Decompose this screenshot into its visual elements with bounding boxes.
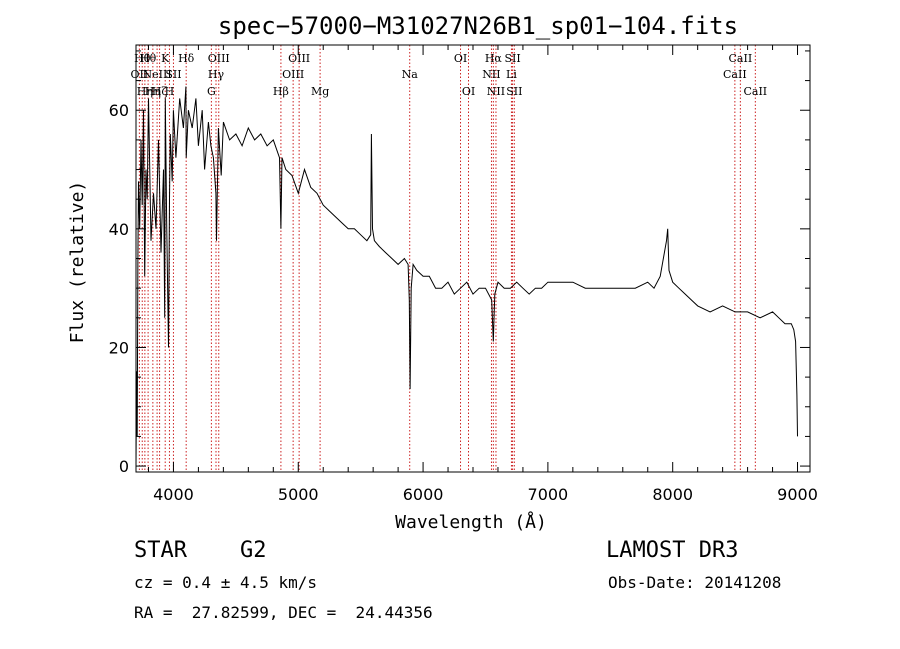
x-axis-label: Wavelength (Å) <box>395 511 547 533</box>
line-label-10: Hδ <box>178 52 195 65</box>
object-subclass: G2 <box>240 538 267 563</box>
line-label-13: OIII <box>208 52 230 65</box>
line-label-18: Na <box>402 68 419 81</box>
line-label-28: CaII <box>729 52 753 65</box>
x-axis: 4000 5000 6000 7000 8000 9000 <box>147 45 818 504</box>
plot-frame <box>135 44 811 473</box>
line-label-19: OI <box>454 52 467 65</box>
x-tick-label-8000: 8000 <box>652 485 693 504</box>
line-label-25: SII <box>504 52 520 65</box>
line-label-24: Li <box>506 68 517 81</box>
line-label-4: Hη <box>145 85 161 98</box>
emission-line-labels: OII Hθ Hη Hθ Hη NeIII Hζ K H SII Hδ G Hγ OIII Hβ OIII OI… <box>131 52 768 98</box>
line-label-12: Hγ <box>208 68 225 81</box>
line-label-23: NII <box>487 85 505 98</box>
y-tick-label-60: 60 <box>109 101 129 120</box>
line-label-11: G <box>207 85 216 98</box>
ra-dec: RA = 27.82599, DEC = 24.44356 <box>134 603 433 622</box>
line-label-21: NII <box>482 68 500 81</box>
line-label-6: Hζ <box>152 85 168 98</box>
line-label-17: Mg <box>311 85 329 98</box>
line-label-8: H <box>165 85 175 98</box>
chart-title: spec−57000−M31027N26B1_sp01−104.fits <box>218 12 738 40</box>
y-axis-label: Flux (relative) <box>67 181 88 344</box>
line-label-26: SII <box>506 85 522 98</box>
line-label-0: OII <box>131 68 149 81</box>
line-label-14: Hβ <box>273 85 289 98</box>
line-label-3: Hθ <box>140 52 157 65</box>
x-tick-label-5000: 5000 <box>278 485 319 504</box>
y-axis: 0 20 40 60 <box>109 50 810 476</box>
object-class: STAR <box>134 538 187 563</box>
x-tick-label-6000: 6000 <box>403 485 444 504</box>
observation-date: Obs-Date: 20141208 <box>608 573 782 592</box>
y-tick-label-20: 20 <box>109 338 129 357</box>
line-label-29: CaII <box>743 85 767 98</box>
spectrum-series-line <box>135 86 798 467</box>
line-label-22: Hα <box>485 52 503 65</box>
line-label-16: OIII <box>288 52 310 65</box>
line-label-15: OIII <box>282 68 304 81</box>
line-label-7: K <box>161 52 170 65</box>
x-tick-label-7000: 7000 <box>528 485 569 504</box>
y-tick-label-40: 40 <box>109 220 129 239</box>
line-label-20: OI <box>462 85 475 98</box>
y-tick-label-0: 0 <box>119 457 129 476</box>
survey-name: LAMOST DR3 <box>606 538 739 563</box>
line-label-5: NeIII <box>143 68 172 81</box>
x-tick-label-4000: 4000 <box>153 485 194 504</box>
line-label-2: Hη <box>137 85 153 98</box>
line-label-1: Hθ <box>134 52 151 65</box>
line-label-9: SII <box>165 68 181 81</box>
line-label-27: CaII <box>723 68 747 81</box>
x-tick-label-9000: 9000 <box>777 485 818 504</box>
redshift-cz: cz = 0.4 ± 4.5 km/s <box>134 573 318 592</box>
